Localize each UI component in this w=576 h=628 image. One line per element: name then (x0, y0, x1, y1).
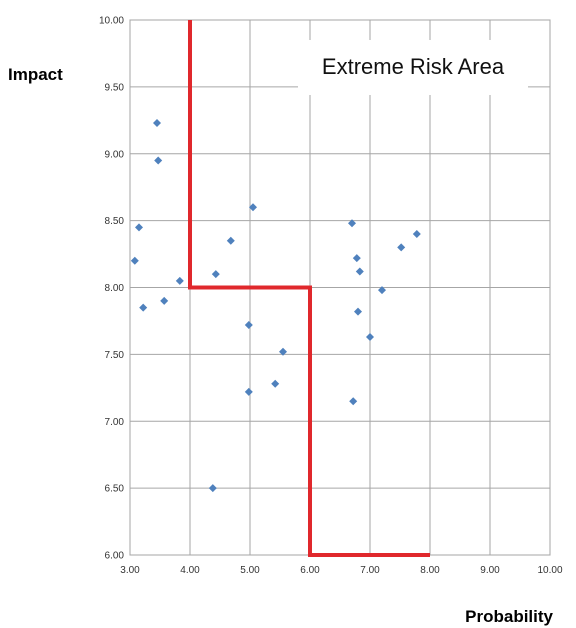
y-tick-label: 7.00 (105, 417, 125, 428)
x-tick-labels: 3.00 4.00 5.00 6.00 7.00 8.00 9.00 10.00 (120, 565, 563, 576)
data-point (135, 223, 143, 232)
y-tick-label: 6.50 (105, 484, 125, 495)
y-tick-label: 9.00 (105, 149, 125, 160)
x-tick-label: 3.00 (120, 565, 140, 576)
data-point (226, 236, 235, 245)
y-tick-label: 7.50 (105, 350, 125, 361)
x-tick-label: 6.00 (300, 565, 320, 576)
grid-lines (129, 19, 551, 556)
annotation-background (298, 40, 528, 95)
data-point (160, 296, 169, 305)
x-tick-label: 5.00 (240, 565, 260, 576)
data-point (355, 267, 364, 276)
y-axis-title: Impact (8, 65, 63, 84)
x-tick-label: 7.00 (360, 565, 380, 576)
data-point (130, 256, 139, 265)
y-tick-label: 8.00 (105, 283, 125, 294)
y-tick-label: 10.00 (99, 16, 124, 27)
y-tick-labels: 6.00 6.50 7.00 7.50 8.00 8.50 9.00 9.50 10.00 (99, 16, 124, 562)
data-point (244, 320, 253, 329)
data-point (175, 276, 184, 285)
x-tick-label: 4.00 (180, 565, 200, 576)
data-point (208, 484, 217, 493)
data-point (354, 307, 362, 316)
data-point (244, 387, 253, 396)
x-tick-label: 9.00 (480, 565, 500, 576)
annotation-box: Extreme Risk Area (298, 40, 528, 95)
risk-boundary-line (188, 20, 430, 557)
y-tick-label: 8.50 (105, 216, 125, 227)
data-point (412, 230, 421, 238)
data-point (279, 347, 287, 356)
data-point (211, 270, 220, 279)
data-point (366, 332, 374, 341)
data-point (397, 243, 406, 252)
data-point (271, 379, 280, 388)
data-points (130, 118, 421, 493)
x-tick-label: 8.00 (420, 565, 440, 576)
annotation-extreme-risk-area: Extreme Risk Area (322, 54, 505, 79)
data-point (153, 118, 161, 127)
data-point (352, 254, 361, 263)
data-point (378, 286, 386, 295)
data-point (249, 203, 257, 212)
data-point (139, 303, 148, 312)
data-point (349, 397, 358, 406)
data-point (154, 156, 163, 165)
x-tick-label: 10.00 (537, 565, 562, 576)
data-point (348, 219, 356, 228)
x-axis-title: Probability (465, 607, 553, 626)
y-tick-label: 6.00 (105, 551, 125, 562)
y-tick-label: 9.50 (105, 82, 125, 93)
